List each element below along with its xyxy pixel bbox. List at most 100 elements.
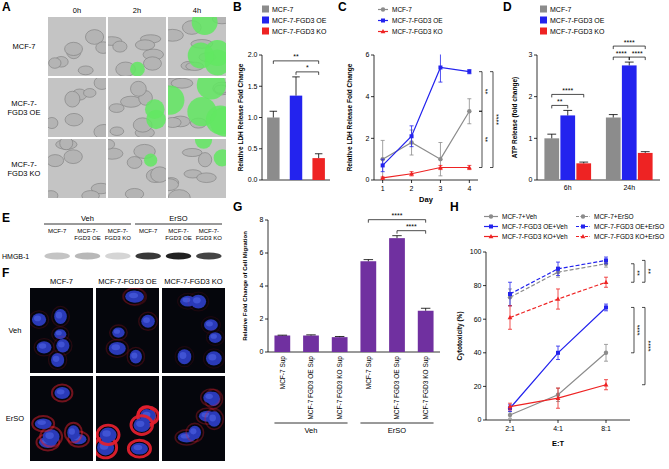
x-tick xyxy=(440,180,441,183)
column-label: 0h xyxy=(73,6,81,15)
nucleus xyxy=(130,350,142,364)
sig-label: **** xyxy=(562,87,573,94)
error-bar xyxy=(467,165,471,169)
bar xyxy=(360,261,376,352)
micrograph-bg xyxy=(108,78,166,137)
y-axis-title: Relative LDH Release Fold Change xyxy=(237,63,245,171)
cell-outline xyxy=(125,188,143,198)
sig-bracket xyxy=(613,46,645,49)
band-label: HMGB-1 xyxy=(2,253,29,260)
lane-label: MCF-7-FGD3 OE xyxy=(165,228,191,241)
blot-band xyxy=(166,252,191,259)
legend-label: MCF-7-FGD3 KO xyxy=(550,28,605,35)
column-label: MCF-7-FGD3 OE xyxy=(98,277,156,286)
x-axis xyxy=(374,180,478,181)
error-bar xyxy=(556,262,560,275)
y-tick-label: 60 xyxy=(474,316,482,323)
cell-outline xyxy=(94,78,106,89)
nucleus xyxy=(100,428,117,442)
column-label: 4h xyxy=(193,6,201,15)
fluorescence xyxy=(195,139,212,149)
bar xyxy=(622,65,637,180)
sig-label: **** xyxy=(406,223,417,230)
series-line xyxy=(510,307,606,408)
error-bar xyxy=(438,165,442,169)
sig-bracket xyxy=(629,57,645,60)
y-tick-label: 0 xyxy=(478,416,482,423)
marker xyxy=(556,267,560,271)
fluorescence xyxy=(188,43,214,69)
fluorescence xyxy=(210,107,226,136)
panel-letter: B xyxy=(233,0,242,14)
fluorescence xyxy=(192,17,218,35)
y-tick-label: 8 xyxy=(260,216,264,223)
nucleus-highlight xyxy=(136,421,144,427)
sig-bracket xyxy=(397,231,426,234)
nucleus xyxy=(109,342,126,355)
marker xyxy=(508,315,513,319)
x-tick xyxy=(469,180,470,183)
marker xyxy=(581,234,586,238)
y-tick-label: 0.5 xyxy=(248,145,258,152)
cell-outline xyxy=(78,66,93,75)
membrane-stain xyxy=(201,389,221,406)
label-line: MCF-7- xyxy=(77,228,97,234)
nucleus-highlight xyxy=(208,354,216,360)
blot-band xyxy=(105,252,130,259)
x-tick-label: 6h xyxy=(564,184,572,191)
error-bar xyxy=(410,172,414,176)
y-axis xyxy=(537,55,538,180)
lane-label: MCF-7 xyxy=(48,228,67,234)
series-line xyxy=(383,168,470,178)
sig-bracket xyxy=(296,72,319,75)
plot-marks xyxy=(274,236,433,352)
error-bar xyxy=(335,336,344,338)
error-bar xyxy=(508,282,512,306)
y-tick xyxy=(259,148,262,149)
nucleus xyxy=(54,309,67,324)
sig-bracket xyxy=(552,105,568,108)
x-axis-title: Day xyxy=(419,195,434,204)
y-tick xyxy=(371,55,374,56)
micrograph-bg xyxy=(162,376,225,461)
y-tick xyxy=(483,420,486,421)
marker xyxy=(604,382,609,386)
sig-label: ** xyxy=(636,270,643,276)
sig-bracket xyxy=(479,111,482,167)
y-tick-label: 40 xyxy=(474,349,482,356)
error-bar xyxy=(508,412,512,419)
label-line: FGD3 KO xyxy=(196,235,223,241)
nucleus-highlight xyxy=(206,321,213,326)
nucleus-highlight xyxy=(205,394,212,399)
nucleus xyxy=(126,291,144,303)
error-bar xyxy=(381,159,385,172)
sig-label: **** xyxy=(632,50,643,57)
cell-outline xyxy=(65,91,80,107)
membrane-stain xyxy=(54,336,72,355)
cell-outline xyxy=(151,167,166,183)
label-line: FGD3 OE xyxy=(74,235,100,241)
sig-bracket xyxy=(552,94,584,97)
nucleus xyxy=(131,443,148,455)
y-tick xyxy=(483,319,486,320)
error-bar xyxy=(604,277,608,287)
marker xyxy=(381,7,385,11)
cell-outline xyxy=(127,157,142,169)
blot-band xyxy=(75,252,100,259)
legend-swatch xyxy=(540,6,547,13)
error-bar xyxy=(270,111,277,117)
error-bar xyxy=(604,344,608,361)
error-bar xyxy=(467,70,471,74)
cell-outline xyxy=(143,57,161,70)
bar xyxy=(638,153,653,180)
group-line xyxy=(274,423,347,424)
cell-outline xyxy=(120,96,141,107)
error-bar xyxy=(556,388,560,408)
y-tick-label: 1 xyxy=(529,135,533,142)
marker xyxy=(381,29,386,33)
membrane-stain xyxy=(203,349,224,368)
x-tick-label: MCF-7 Sup xyxy=(365,356,373,390)
y-tick xyxy=(265,220,268,221)
error-bar xyxy=(306,334,315,336)
nucleus xyxy=(56,339,69,353)
